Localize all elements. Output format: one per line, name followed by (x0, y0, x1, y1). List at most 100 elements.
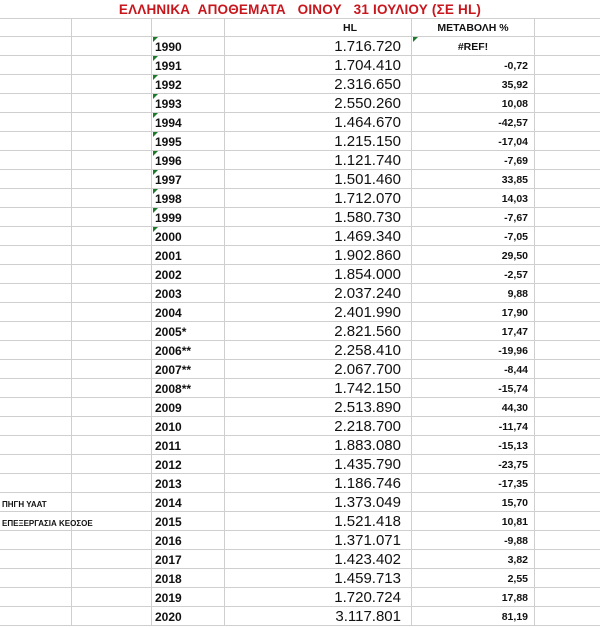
note-cell[interactable] (0, 455, 72, 473)
cell[interactable] (535, 94, 600, 112)
change-cell[interactable]: 29,50 (412, 246, 535, 264)
cell[interactable] (72, 474, 152, 492)
cell[interactable] (535, 474, 600, 492)
hl-cell[interactable]: 1.854.000 (225, 265, 412, 283)
cell[interactable] (72, 132, 152, 150)
cell[interactable] (72, 569, 152, 587)
note-cell[interactable] (0, 56, 72, 74)
change-cell[interactable]: -7,05 (412, 227, 535, 245)
hl-cell[interactable]: 1.902.860 (225, 246, 412, 264)
cell[interactable] (535, 284, 600, 302)
hl-cell[interactable]: 1.459.713 (225, 569, 412, 587)
change-cell[interactable]: #REF! (412, 37, 535, 55)
change-cell[interactable]: 17,90 (412, 303, 535, 321)
cell[interactable] (72, 94, 152, 112)
year-cell[interactable]: 1998 (152, 189, 225, 207)
cell[interactable] (72, 18, 152, 36)
hl-cell[interactable]: 2.037.240 (225, 284, 412, 302)
note-cell[interactable] (0, 607, 72, 625)
change-cell[interactable]: 14,03 (412, 189, 535, 207)
year-cell[interactable]: 1996 (152, 151, 225, 169)
cell[interactable] (535, 303, 600, 321)
cell[interactable] (72, 75, 152, 93)
cell[interactable] (72, 265, 152, 283)
year-cell[interactable]: 1997 (152, 170, 225, 188)
year-cell[interactable]: 1995 (152, 132, 225, 150)
note-cell[interactable] (0, 75, 72, 93)
cell[interactable] (535, 265, 600, 283)
change-cell[interactable]: 33,85 (412, 170, 535, 188)
cell[interactable] (72, 322, 152, 340)
cell[interactable] (535, 455, 600, 473)
year-cell[interactable]: 2001 (152, 246, 225, 264)
note-cell[interactable] (0, 37, 72, 55)
change-cell[interactable]: -2,57 (412, 265, 535, 283)
cell[interactable] (535, 189, 600, 207)
year-cell[interactable]: 1992 (152, 75, 225, 93)
hl-cell[interactable]: 2.067.700 (225, 360, 412, 378)
hl-cell[interactable]: 2.550.260 (225, 94, 412, 112)
note-cell[interactable] (0, 341, 72, 359)
cell[interactable] (72, 37, 152, 55)
cell[interactable] (72, 607, 152, 625)
cell[interactable] (535, 607, 600, 625)
change-cell[interactable]: 81,19 (412, 607, 535, 625)
cell[interactable] (535, 531, 600, 549)
cell[interactable] (72, 455, 152, 473)
cell[interactable] (535, 132, 600, 150)
year-cell[interactable]: 2004 (152, 303, 225, 321)
cell[interactable] (535, 75, 600, 93)
cell[interactable] (0, 18, 72, 36)
change-cell[interactable]: 10,08 (412, 94, 535, 112)
cell[interactable] (535, 379, 600, 397)
cell[interactable] (535, 113, 600, 131)
note-cell[interactable] (0, 360, 72, 378)
change-cell[interactable]: 17,88 (412, 588, 535, 606)
cell[interactable] (535, 493, 600, 511)
hl-cell[interactable]: 2.218.700 (225, 417, 412, 435)
cell[interactable] (535, 170, 600, 188)
cell[interactable] (72, 189, 152, 207)
cell[interactable] (72, 151, 152, 169)
note-cell[interactable] (0, 132, 72, 150)
cell[interactable] (72, 436, 152, 454)
note-cell[interactable] (0, 398, 72, 416)
year-cell[interactable]: 2002 (152, 265, 225, 283)
cell[interactable] (535, 246, 600, 264)
note-cell[interactable] (0, 379, 72, 397)
change-cell[interactable]: -15,74 (412, 379, 535, 397)
year-cell[interactable]: 2015 (152, 512, 225, 530)
year-cell[interactable]: 2016 (152, 531, 225, 549)
year-cell[interactable]: 2018 (152, 569, 225, 587)
note-cell[interactable] (0, 417, 72, 435)
hl-cell[interactable]: 1.121.740 (225, 151, 412, 169)
note-cell[interactable] (0, 208, 72, 226)
note-cell[interactable] (0, 303, 72, 321)
cell[interactable] (535, 436, 600, 454)
hl-cell[interactable]: 1.742.150 (225, 379, 412, 397)
change-cell[interactable]: -23,75 (412, 455, 535, 473)
year-cell[interactable]: 1994 (152, 113, 225, 131)
note-cell[interactable]: ΠΗΓΗ ΥΑΑΤ (0, 493, 72, 511)
note-cell[interactable] (0, 151, 72, 169)
note-cell[interactable] (0, 284, 72, 302)
hl-cell[interactable]: 1.186.746 (225, 474, 412, 492)
change-cell[interactable]: -17,04 (412, 132, 535, 150)
year-cell[interactable]: 2008** (152, 379, 225, 397)
change-cell[interactable]: -11,74 (412, 417, 535, 435)
hl-cell[interactable]: 1.371.071 (225, 531, 412, 549)
cell[interactable] (72, 550, 152, 568)
change-cell[interactable]: -19,96 (412, 341, 535, 359)
note-cell[interactable] (0, 569, 72, 587)
year-cell[interactable]: 1993 (152, 94, 225, 112)
hl-cell[interactable]: 1.883.080 (225, 436, 412, 454)
year-cell[interactable]: 2000 (152, 227, 225, 245)
cell[interactable] (152, 18, 225, 36)
cell[interactable] (72, 588, 152, 606)
change-cell[interactable]: -7,69 (412, 151, 535, 169)
cell[interactable] (535, 37, 600, 55)
hl-cell[interactable]: 1.469.340 (225, 227, 412, 245)
change-cell[interactable]: 3,82 (412, 550, 535, 568)
hl-cell[interactable]: 2.821.560 (225, 322, 412, 340)
year-cell[interactable]: 1990 (152, 37, 225, 55)
